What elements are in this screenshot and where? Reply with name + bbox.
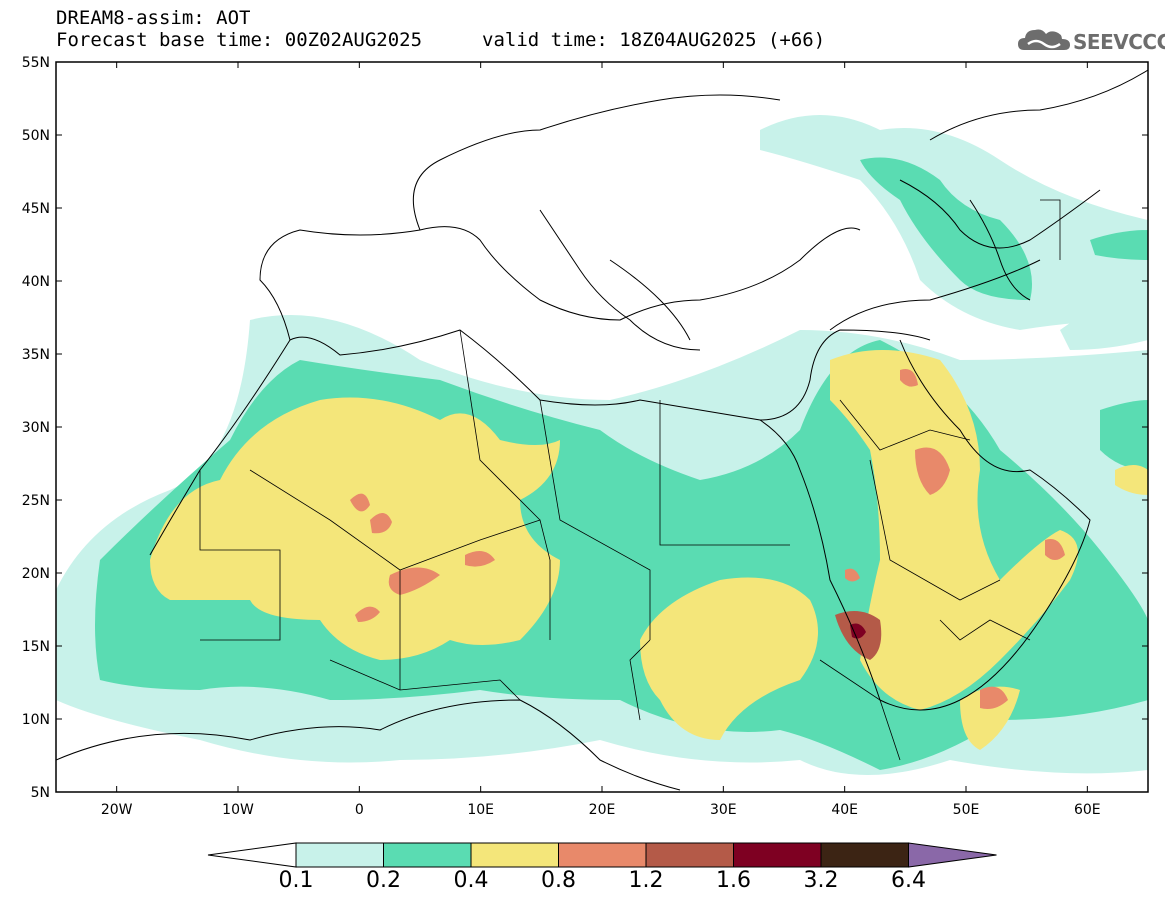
lat-tick-label: 50N xyxy=(22,128,50,144)
colorbar-level-label: 0.8 xyxy=(541,868,576,893)
lon-tick-label: 30E xyxy=(710,802,737,818)
colorbar-segment xyxy=(558,842,647,868)
lon-tick-label: 10W xyxy=(222,802,254,818)
cloud-icon xyxy=(1018,29,1070,50)
coastlines xyxy=(56,69,1148,791)
lon-tick-label: 60E xyxy=(1074,802,1101,818)
lon-tick-label: 40E xyxy=(831,802,858,818)
colorbar-extend-low xyxy=(207,842,297,868)
aot-colorbar xyxy=(207,842,997,868)
lat-tick-label: 10N xyxy=(22,712,50,728)
lon-tick-label: 0 xyxy=(355,802,364,818)
lat-tick-label: 45N xyxy=(22,201,50,217)
colorbar-level-label: 6.4 xyxy=(891,868,926,893)
borders xyxy=(199,199,1061,761)
lat-tick-label: 20N xyxy=(22,566,50,582)
lat-tick-label: 25N xyxy=(22,493,50,509)
colorbar-segment xyxy=(733,842,822,868)
colorbar-segment xyxy=(820,842,909,868)
latitude-axis: 55N 50N 45N 40N 35N 30N 25N 20N 15N 10N 5N xyxy=(22,55,1148,801)
forecast-base-time: Forecast base time: 00Z02AUG2025 xyxy=(56,29,423,51)
aot-band-0.8-1.2 xyxy=(350,369,1065,709)
longitude-axis: 20W 10W 0 10E 20E 30E 40E 50E 60E xyxy=(101,62,1101,818)
valid-time: valid time: 18Z04AUG2025 (+66) xyxy=(482,29,826,51)
lat-tick-label: 55N xyxy=(22,55,50,71)
colorbar-segment xyxy=(645,842,734,868)
aot-band-1.6-3.2 xyxy=(850,623,866,639)
colorbar-level-label: 3.2 xyxy=(803,868,839,893)
colorbar-segment xyxy=(470,842,559,868)
lon-tick-label: 10E xyxy=(467,802,494,818)
lat-tick-label: 5N xyxy=(31,785,50,801)
lon-tick-label: 50E xyxy=(953,802,980,818)
lat-tick-label: 35N xyxy=(22,347,50,363)
aot-field xyxy=(56,69,1148,791)
colorbar-level-label: 0.2 xyxy=(366,868,401,893)
colorbar-segment xyxy=(383,842,472,868)
lat-tick-label: 40N xyxy=(22,274,50,290)
aot-band-0.4-0.8 xyxy=(150,350,1148,750)
map-title: DREAM8-assim: AOT xyxy=(56,7,251,29)
colorbar-extend-high xyxy=(908,842,997,868)
lon-tick-label: 20W xyxy=(101,802,133,818)
seevccc-logo: SEEVCCC xyxy=(1016,24,1165,58)
lat-tick-label: 15N xyxy=(22,639,50,655)
colorbar-level-label: 1.2 xyxy=(628,868,664,893)
colorbar-segment xyxy=(295,842,384,868)
lat-tick-label: 30N xyxy=(22,420,50,436)
colorbar-level-label: 0.4 xyxy=(453,868,489,893)
colorbar-level-label: 0.1 xyxy=(278,868,314,893)
colorbar-level-label: 1.6 xyxy=(716,868,751,893)
lon-tick-label: 20E xyxy=(589,802,616,818)
logo-text: SEEVCCC xyxy=(1073,30,1165,54)
